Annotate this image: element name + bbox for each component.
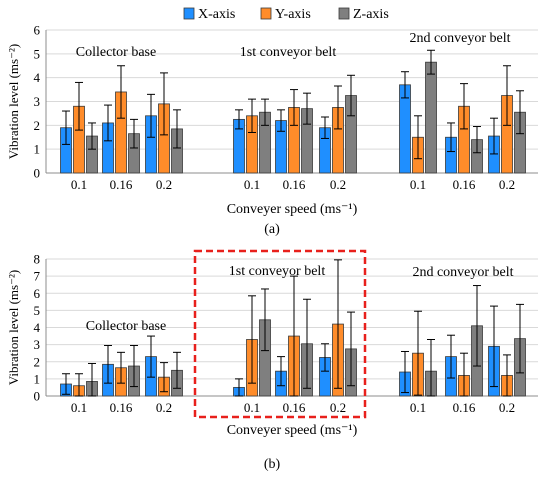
x-axis-label: Conveyer speed (ms⁻¹) [227, 202, 358, 217]
legend-label: X-axis [198, 7, 235, 22]
y-tick-label: 2 [34, 118, 41, 133]
group-label: 2nd conveyor belt [412, 265, 513, 280]
x-tick-label: 0.2 [499, 400, 515, 415]
y-tick-label: 2 [34, 354, 41, 369]
x-axis-label: Conveyer speed (ms⁻¹) [227, 423, 358, 438]
x-tick-label: 0.16 [283, 177, 306, 192]
x-tick-label: 0.16 [110, 177, 133, 192]
x-tick-label: 0.1 [71, 177, 87, 192]
x-tick-label: 0.2 [330, 400, 346, 415]
x-tick-label: 0.16 [110, 400, 133, 415]
legend-swatch [260, 7, 272, 20]
legend-swatch [338, 7, 350, 20]
bar [425, 61, 437, 174]
y-tick-label: 5 [34, 46, 41, 61]
x-tick-label: 0.1 [410, 400, 426, 415]
group-label: 1st conveyor belt [229, 264, 326, 279]
group-label: 1st conveyor belt [240, 45, 337, 60]
y-tick-label: 6 [34, 286, 41, 301]
x-tick-label: 0.2 [330, 177, 346, 192]
chart-b: 0 1 2 3 4 5 6 7 8 Vibration level (ms⁻²) 0.1 0.16 0.… [6, 249, 538, 472]
y-tick-label: 3 [34, 337, 41, 352]
x-tick-label: 0.2 [156, 400, 172, 415]
y-tick-label: 6 [34, 23, 41, 38]
group-label: Collector base [76, 45, 156, 60]
chart-a: 0 1 2 3 4 5 6 Vibration level (ms⁻²) 0.1 0.16 0.2 C… [6, 7, 538, 237]
legend-label: Y-axis [275, 7, 311, 22]
y-tick-label: 1 [34, 142, 41, 157]
x-tick-label: 0.1 [410, 177, 426, 192]
y-axis-label: Vibration level (ms⁻²) [6, 270, 21, 385]
x-tick-label: 0.1 [71, 400, 87, 415]
x-tick-label: 0.16 [453, 177, 476, 192]
y-tick-label: 0 [34, 166, 41, 181]
group-label: 2nd conveyor belt [409, 31, 510, 46]
panel-label: (a) [264, 222, 280, 237]
y-tick-label: 1 [34, 371, 41, 386]
group-label: Collector base [86, 319, 166, 334]
panel-label: (b) [264, 457, 281, 472]
y-tick-label: 4 [34, 320, 41, 335]
y-axis-label: Vibration level (ms⁻²) [6, 44, 21, 159]
legend: X-axis Y-axis Z-axis [183, 7, 389, 22]
legend-label: Z-axis [353, 7, 389, 22]
x-tick-label: 0.16 [453, 400, 476, 415]
x-tick-label: 0.2 [499, 177, 515, 192]
y-tick-label: 5 [34, 303, 41, 318]
x-tick-label: 0.1 [244, 177, 260, 192]
x-tick-label: 0.2 [156, 177, 172, 192]
y-tick-label: 3 [34, 94, 41, 109]
y-tick-label: 0 [34, 389, 41, 404]
legend-swatch [183, 7, 195, 20]
y-tick-label: 4 [34, 70, 41, 85]
y-tick-label: 8 [34, 252, 41, 267]
x-tick-label: 0.16 [283, 400, 306, 415]
highlight-box [193, 249, 367, 419]
y-tick-label: 7 [34, 269, 41, 284]
x-tick-label: 0.1 [244, 400, 260, 415]
